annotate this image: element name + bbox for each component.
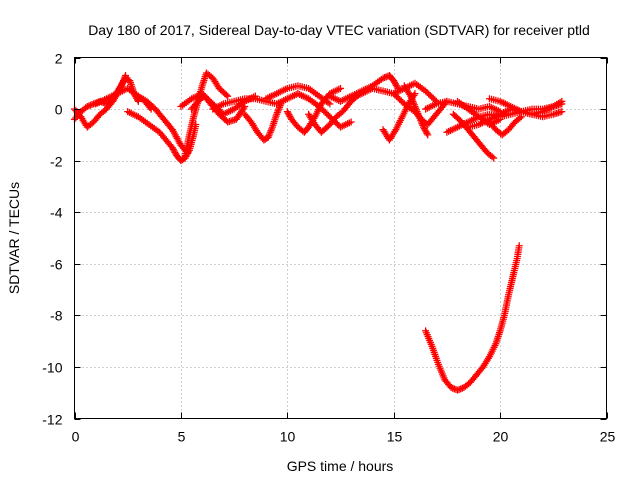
data-series: [422, 242, 523, 394]
data-point: [347, 118, 355, 126]
data-series: [134, 92, 191, 157]
data-point: [516, 114, 524, 122]
y-tick-label: 2: [55, 51, 63, 67]
y-tick-label: -10: [42, 360, 62, 376]
data-point: [558, 97, 566, 105]
data-series: [485, 113, 525, 139]
data-point: [423, 129, 431, 137]
chart-title: Day 180 of 2017, Sidereal Day-to-day VTE…: [88, 22, 590, 38]
y-axis-label: SDTVAR / TECUs: [6, 182, 22, 294]
y-tick-label: 0: [55, 102, 63, 118]
data-point: [488, 153, 496, 161]
data-point: [496, 115, 504, 123]
y-tick-label: -6: [50, 257, 63, 273]
x-axis-label: GPS time / hours: [287, 458, 394, 474]
data-series: [485, 95, 566, 121]
data-point: [224, 92, 232, 100]
data-point: [558, 108, 566, 116]
data-point: [326, 100, 334, 108]
data-point: [517, 113, 525, 121]
y-tick-label: -8: [50, 308, 63, 324]
y-tick-label: -2: [50, 154, 63, 170]
plot-frame: [74, 57, 607, 419]
y-tick-label: -4: [50, 205, 63, 221]
data-series: [188, 92, 249, 126]
data-point: [515, 242, 523, 250]
x-tick-label: 15: [387, 429, 403, 445]
axes: [74, 57, 607, 419]
x-tick-label: 0: [72, 429, 80, 445]
data-series: [400, 82, 432, 139]
data-point: [337, 84, 344, 92]
x-tick-label: 5: [178, 429, 186, 445]
data-point: [490, 154, 498, 162]
data-point: [222, 91, 230, 99]
data-point: [277, 100, 285, 108]
data-series: [294, 90, 355, 131]
data-series: [305, 90, 364, 136]
x-tick-label: 20: [493, 429, 509, 445]
x-tick-label: 25: [600, 429, 616, 445]
data-point: [411, 90, 419, 98]
y-tick-label: -12: [42, 412, 62, 428]
data-point: [122, 72, 130, 80]
data-series: [241, 100, 285, 144]
data-point: [424, 131, 432, 139]
x-tick-label: 10: [280, 429, 296, 445]
data-marks: [71, 69, 566, 394]
data-point: [240, 104, 248, 112]
